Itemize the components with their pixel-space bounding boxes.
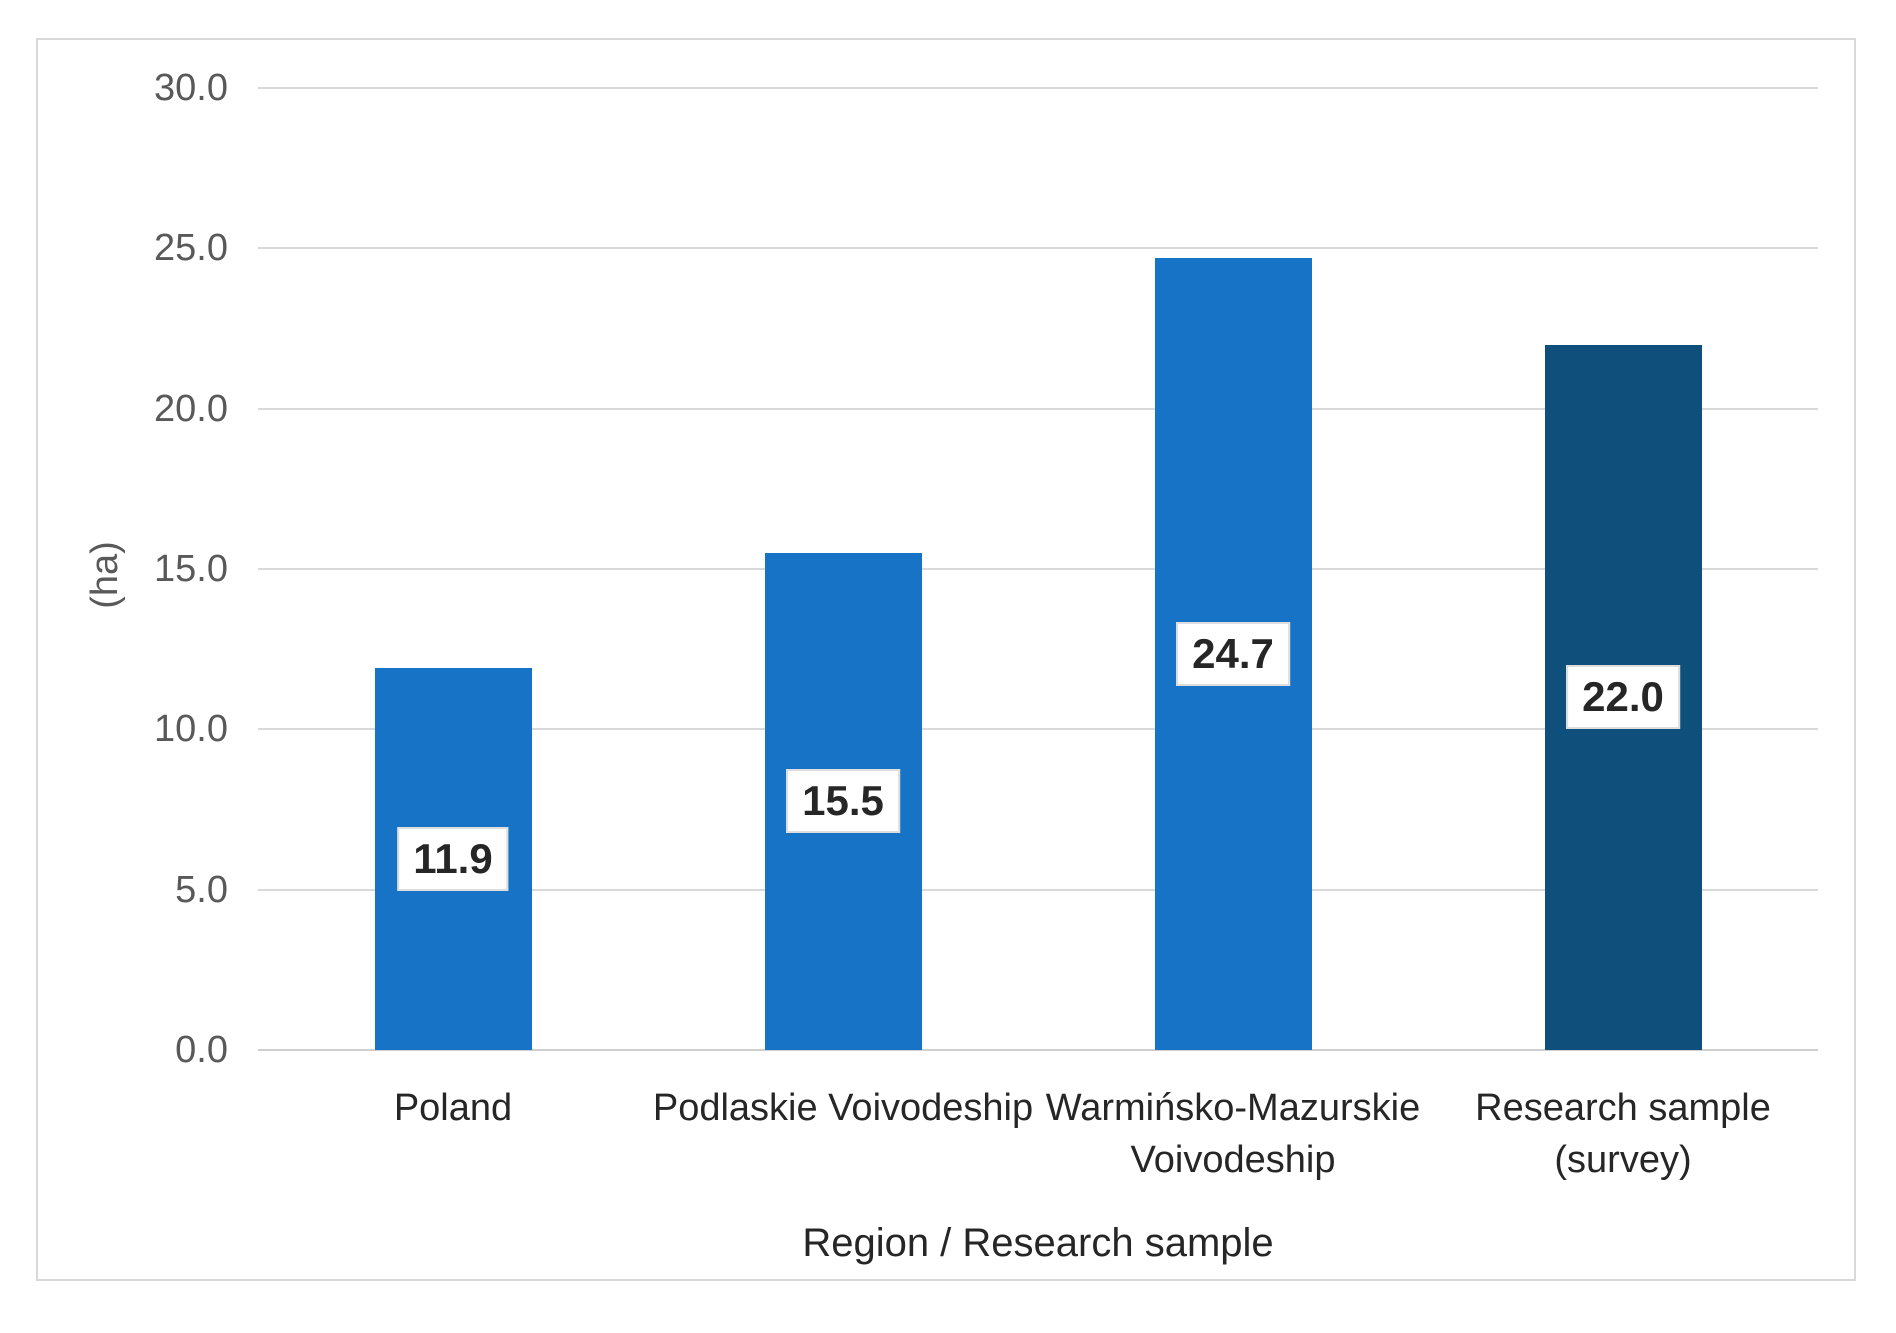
y-axis-title: (ha) bbox=[84, 541, 126, 609]
bar-value-label: 22.0 bbox=[1566, 665, 1680, 730]
gridline bbox=[258, 728, 1818, 731]
y-tick-label: 5.0 bbox=[175, 868, 228, 911]
x-category-label: Warmińsko-Mazurskie Voivodeship bbox=[1045, 1087, 1421, 1181]
gridline bbox=[258, 247, 1818, 250]
gridline bbox=[258, 568, 1818, 570]
y-tick-label: 30.0 bbox=[154, 67, 228, 109]
x-category-label: Podlaskie Voivodeship bbox=[652, 1087, 1034, 1129]
x-axis-baseline bbox=[258, 1049, 1818, 1051]
x-axis-title: Region / Research sample bbox=[802, 1221, 1274, 1265]
y-tick-label: 0.0 bbox=[175, 1029, 228, 1071]
bar-value-label: 15.5 bbox=[786, 769, 900, 834]
y-tick-label: 20.0 bbox=[154, 387, 228, 430]
y-tick-label: 15.0 bbox=[154, 548, 228, 590]
y-tick-label: 25.0 bbox=[154, 227, 228, 270]
bar-value-label: 11.9 bbox=[397, 827, 509, 892]
x-category-label: Research sample (survey) bbox=[1475, 1087, 1771, 1181]
gridline bbox=[258, 407, 1818, 410]
y-tick-label: 10.0 bbox=[154, 708, 228, 751]
x-category-label: Poland bbox=[393, 1087, 513, 1129]
gridline bbox=[258, 888, 1818, 891]
bar-value-label: 24.7 bbox=[1176, 621, 1290, 686]
gridline bbox=[258, 87, 1818, 89]
